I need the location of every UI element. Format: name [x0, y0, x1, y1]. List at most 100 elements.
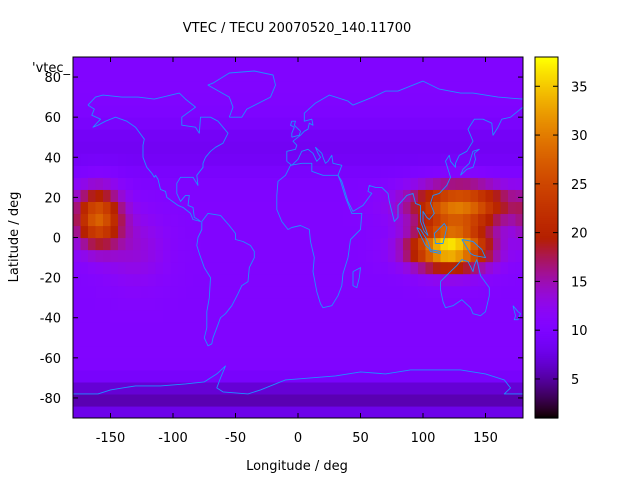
colorbar-swatch — [535, 267, 558, 271]
heatmap-cell — [470, 153, 479, 166]
heatmap-cell — [418, 261, 427, 275]
heatmap-cell — [478, 69, 487, 82]
heatmap-cell — [380, 285, 389, 299]
heatmap-cell — [508, 177, 517, 190]
heatmap-cell — [253, 261, 262, 275]
heatmap-cell — [103, 105, 112, 118]
x-tick-label: 150 — [473, 431, 498, 446]
heatmap-cell — [260, 213, 269, 227]
heatmap-cell — [133, 189, 142, 202]
y-tick-label: -80 — [40, 392, 61, 407]
heatmap-cell — [350, 357, 359, 371]
heatmap-cell — [133, 261, 142, 275]
heatmap-cell — [200, 297, 209, 311]
heatmap-cell — [380, 105, 389, 118]
heatmap-cell — [110, 201, 119, 215]
heatmap-cell — [388, 177, 397, 190]
heatmap-cell — [388, 357, 397, 371]
heatmap-cell — [320, 333, 329, 347]
heatmap-cell — [200, 321, 209, 335]
heatmap-cell — [95, 141, 104, 154]
colorbar-swatch — [535, 393, 558, 397]
heatmap-cell — [320, 201, 329, 215]
heatmap-cell — [380, 141, 389, 154]
heatmap-cell — [455, 129, 464, 142]
heatmap-cell — [103, 153, 112, 166]
heatmap-cell — [88, 393, 97, 407]
heatmap-cell — [290, 165, 299, 178]
heatmap-cell — [433, 249, 442, 263]
heatmap-cell — [440, 285, 449, 299]
heatmap-cell — [155, 189, 164, 202]
heatmap-cell — [148, 357, 157, 371]
colorbar-swatch — [535, 215, 558, 219]
heatmap-cell — [163, 321, 172, 335]
heatmap-cell — [335, 273, 344, 287]
heatmap-cell — [515, 381, 523, 395]
heatmap-cell — [185, 213, 194, 227]
heatmap-cell — [478, 189, 487, 202]
heatmap-cell — [133, 81, 142, 94]
heatmap-cell — [508, 321, 517, 335]
heatmap-cell — [448, 201, 457, 215]
heatmap-cell — [298, 201, 307, 215]
heatmap-cell — [268, 345, 277, 359]
colorbar-swatch — [535, 363, 558, 367]
heatmap-cell — [515, 201, 523, 215]
heatmap-cell — [133, 165, 142, 178]
heatmap-cell — [380, 393, 389, 407]
heatmap-cell — [95, 189, 104, 202]
heatmap-cell — [275, 93, 284, 106]
heatmap-cell — [448, 405, 457, 418]
heatmap-cell — [253, 393, 262, 407]
colorbar-swatch — [535, 221, 558, 225]
heatmap-cell — [193, 141, 202, 154]
heatmap-cell — [305, 177, 314, 190]
heatmap-cell — [215, 309, 224, 323]
heatmap-cell — [515, 321, 523, 335]
colorbar-swatch — [535, 321, 558, 325]
heatmap-cell — [508, 141, 517, 154]
heatmap-cell — [253, 177, 262, 190]
colorbar-swatch — [535, 327, 558, 331]
heatmap-cell — [223, 393, 232, 407]
heatmap-cell — [485, 117, 494, 130]
heatmap-cell — [215, 393, 224, 407]
heatmap-cell — [373, 393, 382, 407]
colorbar-swatch — [535, 123, 558, 126]
heatmap-cell — [200, 345, 209, 359]
colorbar-swatch — [535, 59, 558, 62]
heatmap-cell — [208, 405, 217, 418]
heatmap-cell — [148, 69, 157, 82]
heatmap-cell — [245, 201, 254, 215]
heatmap-cell — [305, 237, 314, 251]
x-tick-label: -150 — [96, 431, 126, 446]
heatmap-cell — [343, 249, 352, 263]
heatmap-cell — [433, 333, 442, 347]
heatmap-cell — [388, 81, 397, 94]
heatmap-cell — [320, 177, 329, 190]
heatmap-cell — [238, 57, 247, 70]
heatmap-cell — [470, 69, 479, 82]
heatmap-cell — [313, 357, 322, 371]
colorbar-swatch — [535, 329, 558, 333]
heatmap-cell — [418, 249, 427, 263]
heatmap-cell — [253, 249, 262, 263]
heatmap-cell — [208, 213, 217, 227]
heatmap-cell — [283, 297, 292, 311]
heatmap-cell — [470, 357, 479, 371]
heatmap-cell — [133, 297, 142, 311]
heatmap-cell — [215, 249, 224, 263]
heatmap-cell — [118, 273, 127, 287]
heatmap-cell — [125, 93, 134, 106]
heatmap-cell — [508, 213, 517, 227]
heatmap-cell — [380, 93, 389, 106]
heatmap-cell — [485, 57, 494, 70]
heatmap-cell — [140, 381, 149, 395]
heatmap-cell — [260, 93, 269, 106]
heatmap-cell — [200, 141, 209, 154]
heatmap-cell — [275, 321, 284, 335]
heatmap-cell — [268, 213, 277, 227]
heatmap-cell — [253, 189, 262, 202]
